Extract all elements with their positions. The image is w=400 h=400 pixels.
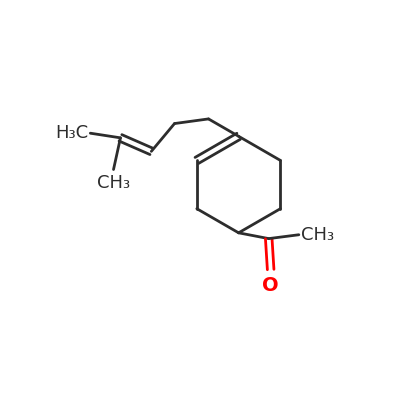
- Text: CH₃: CH₃: [97, 174, 130, 192]
- Text: H₃C: H₃C: [55, 124, 88, 142]
- Text: O: O: [262, 276, 279, 296]
- Text: CH₃: CH₃: [301, 226, 334, 244]
